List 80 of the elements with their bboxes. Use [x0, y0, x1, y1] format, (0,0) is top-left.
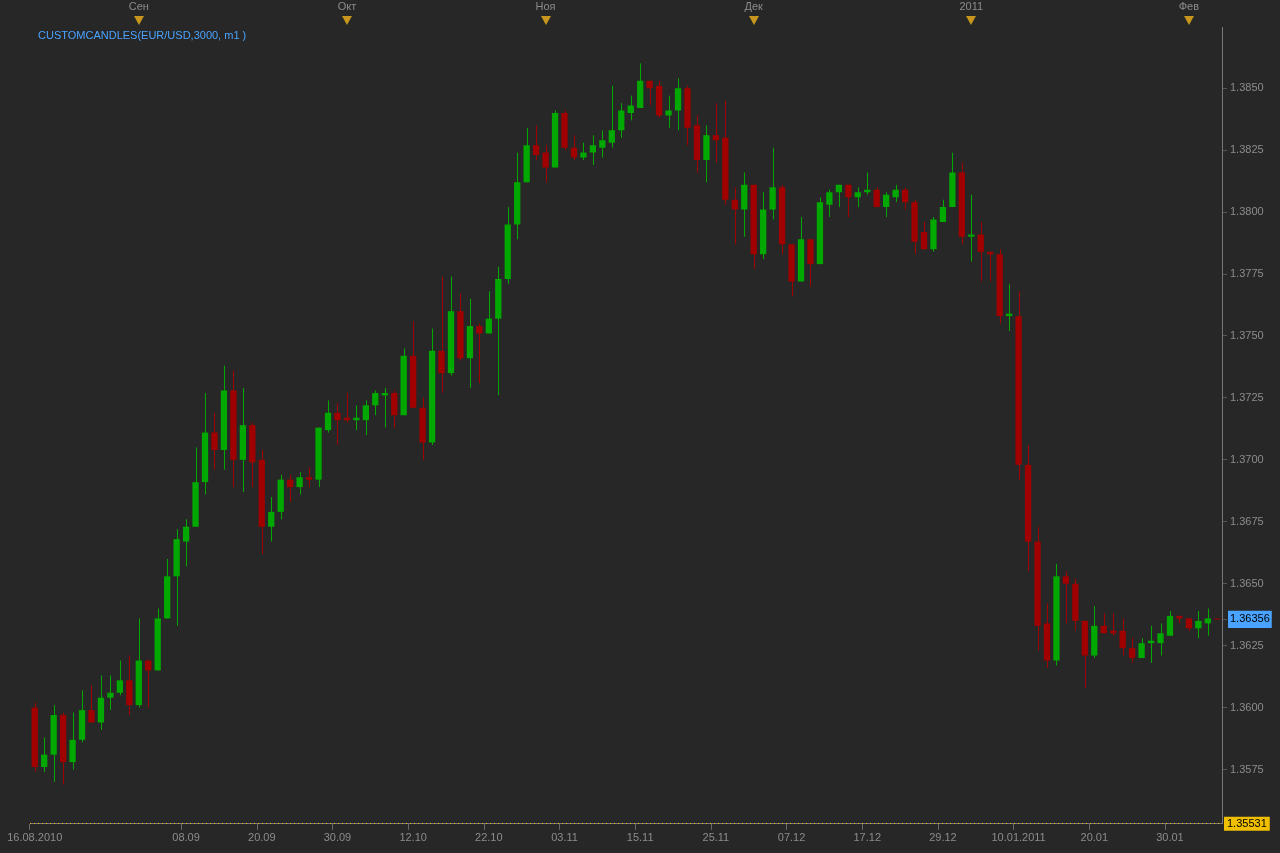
candlestick [1062, 570, 1070, 624]
candlestick [1128, 637, 1136, 664]
y-tick-label: 1.3575 [1230, 762, 1264, 775]
candlestick [939, 199, 947, 223]
y-tick-label: 1.3725 [1230, 390, 1264, 403]
y-tick-label: 1.3825 [1230, 143, 1264, 156]
x-tick-label: 16.08.2010 [7, 831, 63, 844]
candlestick [618, 102, 625, 139]
x-tick-label: 08.09 [172, 831, 200, 844]
candlestick [438, 276, 445, 394]
candlestick [372, 389, 379, 416]
y-tick-label: 1.3700 [1230, 452, 1264, 465]
text: Фев [1178, 0, 1200, 12]
candlestick [826, 189, 833, 218]
candlestick [845, 184, 852, 218]
x-tick-label: 17.12 [853, 831, 881, 844]
candlestick [599, 129, 606, 159]
y-tick-label: 1.3775 [1230, 267, 1264, 280]
x-tick-label: 10.01.2011 [991, 831, 1046, 844]
text: Ноя [535, 0, 556, 12]
text: Окт [337, 0, 357, 12]
candlestick [107, 674, 114, 711]
x-tick-label: 22.10 [475, 831, 503, 844]
candlestick [116, 660, 124, 696]
candlestick [88, 684, 95, 723]
x-tick-label: 20.09 [248, 831, 276, 844]
x-tick-label: 29.12 [929, 831, 957, 844]
x-tick-label: 25.11 [702, 831, 730, 844]
candlestick [1166, 610, 1174, 637]
candlestick [532, 124, 540, 161]
candlestick [608, 85, 615, 149]
candlestick [883, 191, 890, 218]
candlestick [570, 134, 578, 161]
candlestick [41, 736, 48, 773]
text: Сен [128, 0, 149, 12]
candlestick [182, 518, 190, 567]
x-tick-label: 12.10 [399, 831, 427, 844]
x-tick-label: 03.11 [551, 831, 578, 844]
x-tick-label: 15.11 [626, 831, 654, 844]
candlestick [1204, 608, 1211, 637]
x-tick-label: 20.01 [1080, 831, 1109, 844]
candlestick [268, 496, 275, 543]
ref-line-label: 1.35531 [1227, 816, 1267, 829]
candlestick [674, 77, 682, 131]
candlestick [1157, 622, 1164, 657]
candlestick [542, 144, 549, 183]
candlestick [391, 389, 398, 429]
x-tick-label: 30.09 [323, 831, 352, 844]
candlestick [901, 186, 909, 211]
y-tick-label: 1.3625 [1230, 638, 1264, 651]
y-tick-label: 1.3750 [1230, 328, 1264, 341]
y-tick-label: 1.3800 [1230, 205, 1264, 218]
candlestick [69, 712, 76, 771]
candlestick [731, 186, 738, 245]
text: 2011 [959, 0, 984, 12]
candlestick [854, 186, 861, 208]
x-tick-label: 30.01 [1156, 831, 1184, 844]
candlestick [968, 194, 975, 263]
candlestick [211, 412, 218, 471]
x-tick-label: 07.12 [777, 831, 806, 844]
text: Дек [744, 0, 763, 12]
y-tick-label: 1.3675 [1230, 514, 1264, 527]
y-tick-label: 1.3650 [1230, 576, 1264, 589]
candlestick [362, 399, 369, 436]
candlestick [476, 323, 483, 384]
y-tick-label: 1.36356 [1230, 612, 1270, 625]
candlestick [334, 402, 341, 446]
candlestick [977, 221, 984, 282]
candlestick [920, 221, 928, 250]
candlestick [305, 466, 313, 488]
candlestick [769, 147, 776, 221]
y-tick-label: 1.3850 [1230, 81, 1264, 94]
chart-title: CUSTOMCANDLES(EUR/USD,3000, m1 ) [38, 29, 247, 42]
candlestick [324, 399, 332, 434]
candlestick [1119, 617, 1126, 657]
candlestick [589, 134, 597, 166]
candlestick [665, 95, 672, 129]
y-tick-label: 1.3600 [1230, 700, 1264, 713]
candlestick [712, 102, 720, 164]
candlestick [296, 471, 303, 496]
